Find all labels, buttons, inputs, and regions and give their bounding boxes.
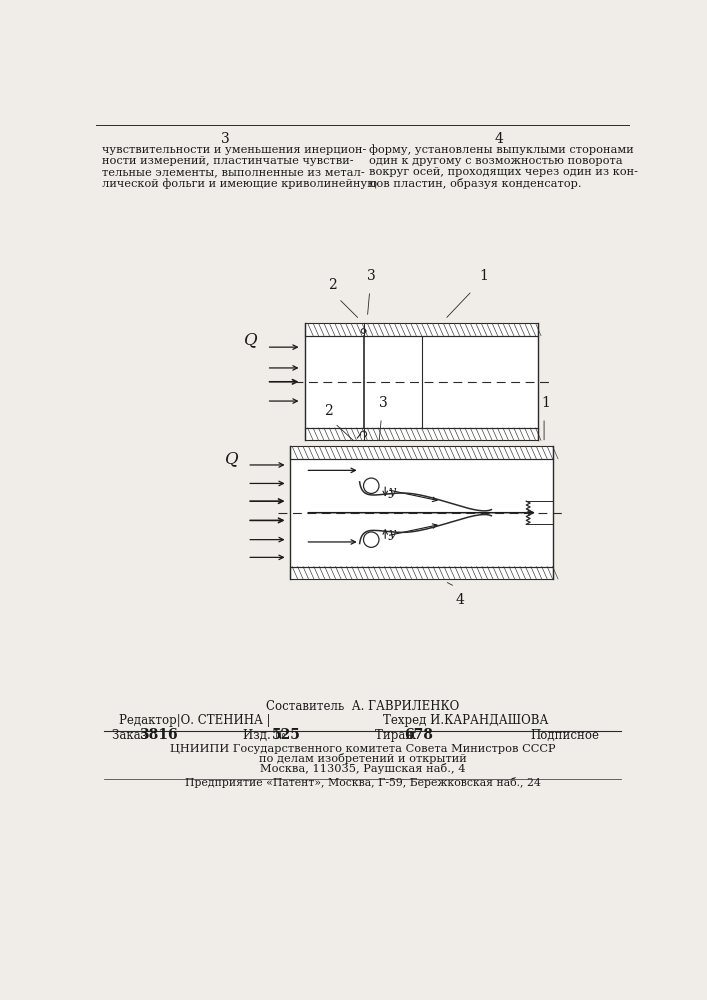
Text: ЦНИИПИ Государственного комитета Совета Министров СССР: ЦНИИПИ Государственного комитета Совета … [170,744,556,754]
Text: по делам изобретений и открытий: по делам изобретений и открытий [259,753,467,764]
Text: 2: 2 [328,278,337,292]
Bar [305,428,538,440]
Bar [290,567,554,579]
Bar [290,446,554,459]
Text: 1: 1 [479,269,488,283]
Text: Подписное: Подписное [530,729,599,742]
Text: Редактор|О. СТЕНИНА |: Редактор|О. СТЕНИНА | [119,714,271,727]
Text: вокруг осей, проходящих через один из кон-: вокруг осей, проходящих через один из ко… [369,167,638,177]
Text: Составитель  А. ГАВРИЛЕНКО: Составитель А. ГАВРИЛЕНКО [266,700,460,713]
Text: Q: Q [245,331,258,348]
Text: чувствительности и уменьшения инерцион-: чувствительности и уменьшения инерцион- [103,145,367,155]
Text: 3: 3 [221,132,230,146]
Text: лической фольги и имеющие криволинейную: лической фольги и имеющие криволинейную [103,178,378,189]
Text: 1: 1 [541,396,550,410]
Text: Предприятие «Патент», Москва, Г-59, Бережковская наб., 24: Предприятие «Патент», Москва, Г-59, Бере… [185,777,541,788]
Text: Изд. №: Изд. № [243,729,290,742]
Text: цов пластин, образуя конденсатор.: цов пластин, образуя конденсатор. [369,178,582,189]
Bar [305,336,538,428]
Text: тельные элементы, выполненные из метал-: тельные элементы, выполненные из метал- [103,167,365,177]
Text: 525: 525 [272,728,301,742]
Text: 3: 3 [367,269,375,283]
Text: y: y [388,527,395,540]
Text: один к другому с возможностью поворота: один к другому с возможностью поворота [369,156,623,166]
Text: 3816: 3816 [139,728,177,742]
Text: Q: Q [225,450,238,467]
Text: Москва, 113035, Раушская наб., 4: Москва, 113035, Раушская наб., 4 [260,764,465,774]
Text: 678: 678 [404,728,433,742]
Text: Техред И.КАРАНДАШОВА: Техред И.КАРАНДАШОВА [383,714,548,727]
Text: Тираж: Тираж [375,729,420,742]
Text: 3: 3 [378,396,387,410]
Text: ности измерений, пластинчатые чувстви-: ности измерений, пластинчатые чувстви- [103,156,354,166]
Bar [290,459,554,567]
Text: 2: 2 [325,404,333,418]
Text: форму, установлены выпуклыми сторонами: форму, установлены выпуклыми сторонами [369,145,633,155]
Text: 4: 4 [495,132,503,146]
Bar [305,323,538,336]
Text: 4: 4 [456,593,464,607]
Text: y: y [388,485,395,498]
Text: Заказ: Заказ [112,729,151,742]
